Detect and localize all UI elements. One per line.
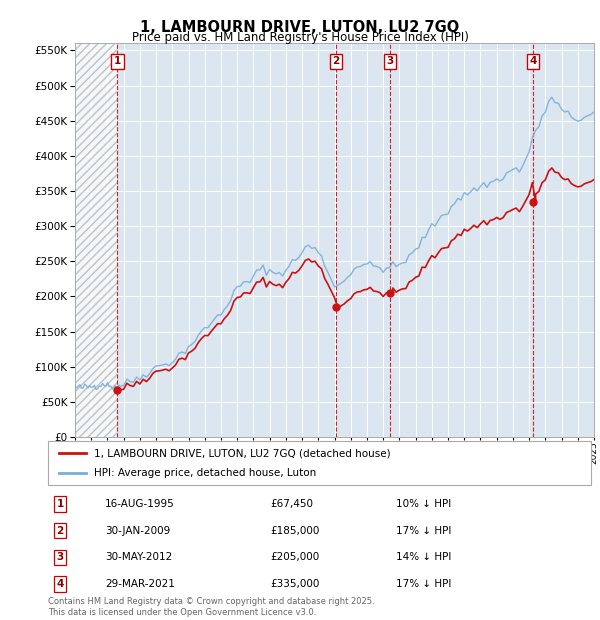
- Text: Price paid vs. HM Land Registry's House Price Index (HPI): Price paid vs. HM Land Registry's House …: [131, 31, 469, 44]
- Text: 10% ↓ HPI: 10% ↓ HPI: [396, 499, 451, 509]
- Text: Contains HM Land Registry data © Crown copyright and database right 2025.
This d: Contains HM Land Registry data © Crown c…: [48, 598, 374, 617]
- Text: 1: 1: [56, 499, 64, 509]
- Text: 1, LAMBOURN DRIVE, LUTON, LU2 7GQ: 1, LAMBOURN DRIVE, LUTON, LU2 7GQ: [140, 20, 460, 35]
- Text: £335,000: £335,000: [270, 579, 319, 589]
- Text: 17% ↓ HPI: 17% ↓ HPI: [396, 526, 451, 536]
- Text: 30-MAY-2012: 30-MAY-2012: [105, 552, 172, 562]
- Text: 14% ↓ HPI: 14% ↓ HPI: [396, 552, 451, 562]
- Text: HPI: Average price, detached house, Luton: HPI: Average price, detached house, Luto…: [94, 468, 316, 478]
- Text: 4: 4: [56, 579, 64, 589]
- Text: 1, LAMBOURN DRIVE, LUTON, LU2 7GQ (detached house): 1, LAMBOURN DRIVE, LUTON, LU2 7GQ (detac…: [94, 448, 391, 458]
- Text: 2: 2: [332, 56, 340, 66]
- Text: 16-AUG-1995: 16-AUG-1995: [105, 499, 175, 509]
- Text: 4: 4: [529, 56, 537, 66]
- Text: 2: 2: [56, 526, 64, 536]
- Text: £67,450: £67,450: [270, 499, 313, 509]
- Text: 29-MAR-2021: 29-MAR-2021: [105, 579, 175, 589]
- Text: 3: 3: [56, 552, 64, 562]
- Text: £185,000: £185,000: [270, 526, 319, 536]
- Text: 17% ↓ HPI: 17% ↓ HPI: [396, 579, 451, 589]
- Text: 1: 1: [114, 56, 121, 66]
- Text: £205,000: £205,000: [270, 552, 319, 562]
- Text: 3: 3: [386, 56, 394, 66]
- Text: 30-JAN-2009: 30-JAN-2009: [105, 526, 170, 536]
